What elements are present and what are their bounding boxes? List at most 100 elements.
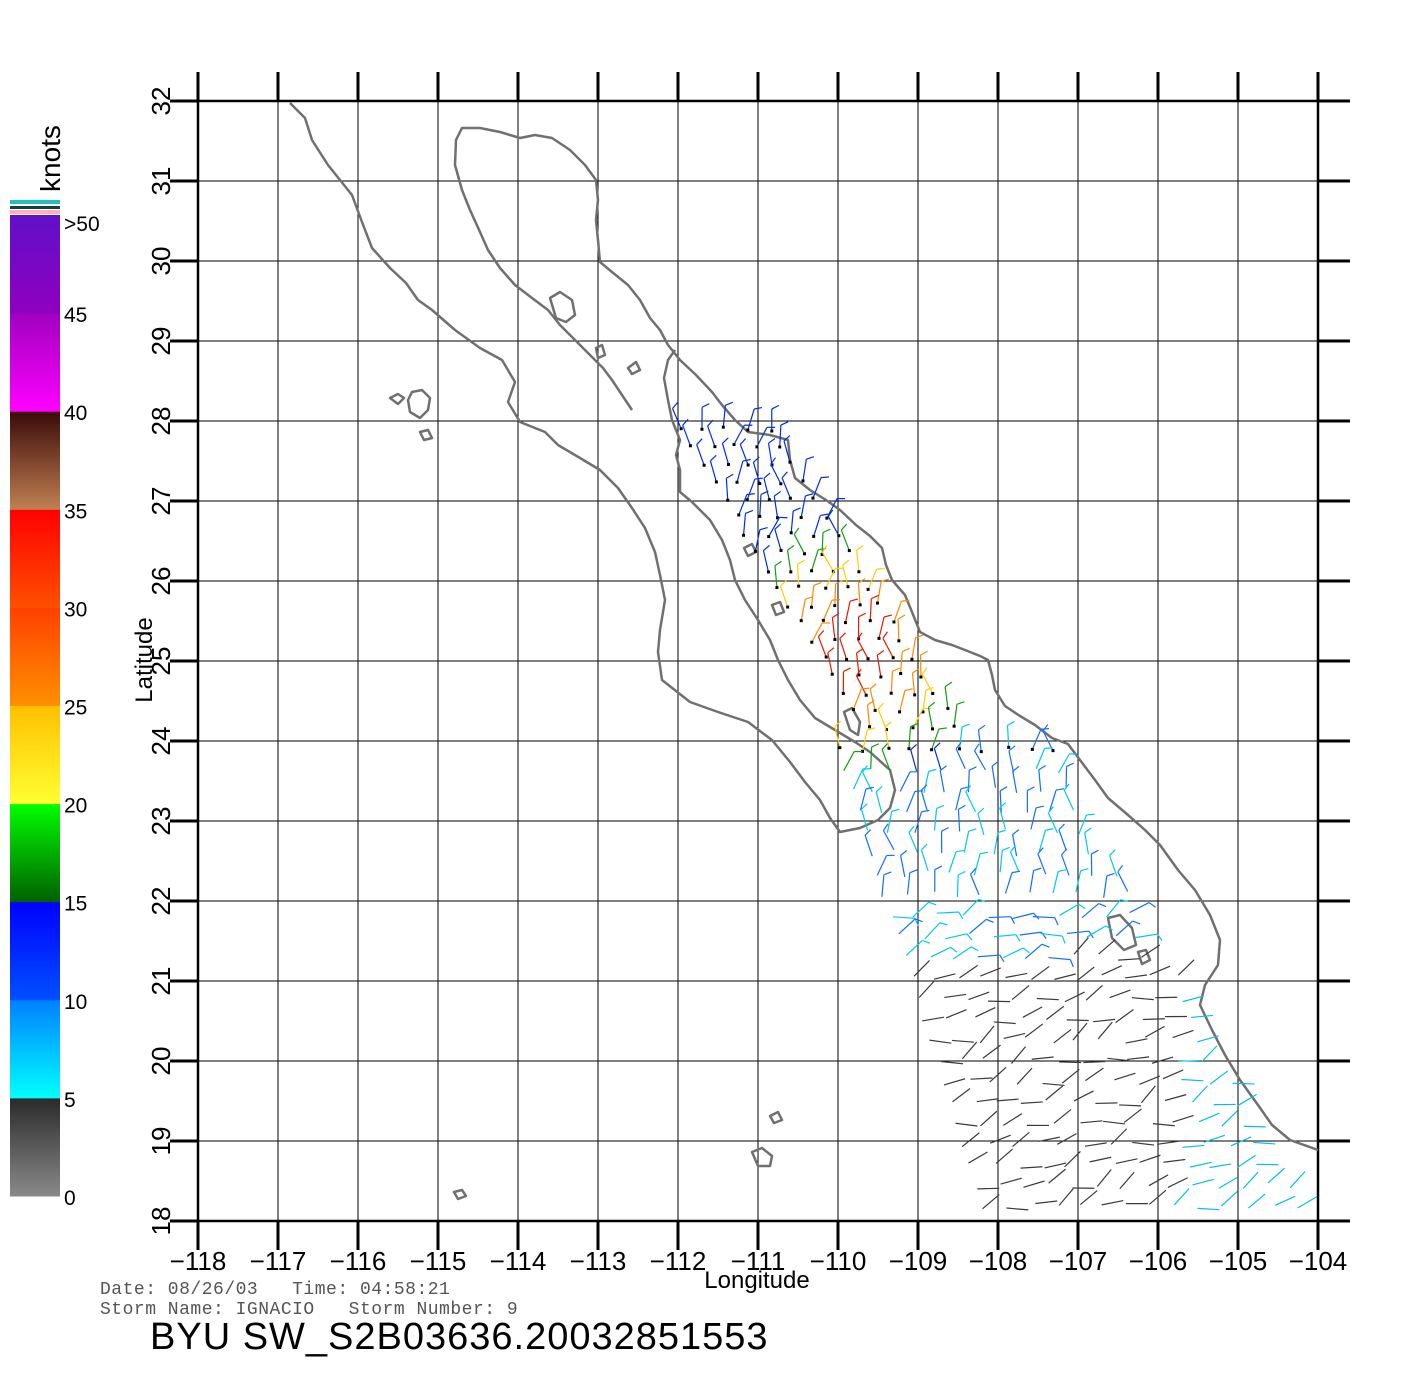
wind-barb-origin bbox=[979, 750, 983, 754]
wind-barb-feather bbox=[709, 454, 717, 462]
wind-barb bbox=[774, 529, 782, 551]
wind-vectors bbox=[671, 401, 1318, 1211]
wind-barb bbox=[962, 899, 979, 916]
wind-barb bbox=[881, 874, 885, 897]
wind-barb-feather bbox=[1012, 829, 1020, 835]
wind-barb-feather bbox=[921, 667, 928, 675]
wind-barb bbox=[933, 808, 938, 831]
angel-island bbox=[594, 343, 607, 360]
wind-barb-feather bbox=[1055, 788, 1065, 791]
wind-barb bbox=[893, 601, 902, 623]
wind-barb bbox=[996, 1098, 1019, 1102]
lat-tick-label: 32 bbox=[146, 87, 176, 116]
wind-barb-feather bbox=[861, 803, 868, 810]
wind-barb bbox=[793, 534, 806, 555]
wind-barb-feather bbox=[840, 523, 848, 531]
wind-barb bbox=[961, 1132, 980, 1148]
wind-barb bbox=[876, 655, 882, 678]
wind-barb bbox=[1053, 1108, 1072, 1124]
wind-barb bbox=[899, 690, 906, 713]
wind-barb bbox=[1093, 1018, 1116, 1023]
wind-barb bbox=[922, 1016, 944, 1022]
lon-tick-label: −112 bbox=[650, 1246, 707, 1276]
wind-barb bbox=[725, 478, 729, 501]
wind-barb-origin bbox=[811, 496, 815, 500]
wind-barb-origin bbox=[879, 675, 883, 679]
wind-barb-feather bbox=[817, 630, 825, 637]
wind-barb-feather bbox=[774, 523, 782, 530]
date-time-line: Date: 08/26/03 Time: 04:58:21 bbox=[100, 1280, 451, 1300]
wind-barb-feather bbox=[1037, 847, 1044, 855]
wind-barb-feather bbox=[682, 418, 689, 426]
wind-barb-origin bbox=[1051, 749, 1055, 753]
wind-barb bbox=[973, 853, 981, 876]
wind-barb bbox=[1045, 1085, 1064, 1101]
wind-barb bbox=[931, 728, 940, 750]
wind-barb bbox=[982, 1194, 1000, 1210]
wind-barb-feather bbox=[891, 808, 900, 812]
wind-barb-origin bbox=[688, 444, 692, 448]
wind-barb-feather bbox=[910, 743, 918, 751]
wind-barb-feather bbox=[934, 865, 943, 871]
wind-barb bbox=[1129, 902, 1150, 914]
wind-barb bbox=[770, 463, 782, 485]
wind-barb-origin bbox=[721, 425, 725, 429]
wind-barb bbox=[1106, 899, 1121, 918]
wind-barb-feather bbox=[1011, 870, 1021, 874]
wind-barb-origin bbox=[797, 584, 801, 588]
wind-barb bbox=[1058, 1188, 1074, 1206]
wind-barb bbox=[1020, 1101, 1043, 1104]
wind-barb-feather bbox=[1027, 786, 1035, 792]
wind-barb-feather bbox=[978, 898, 987, 903]
wind-barb bbox=[953, 704, 958, 727]
wind-barb-feather bbox=[922, 939, 931, 944]
wind-barb-origin bbox=[873, 708, 877, 712]
wind-barb bbox=[899, 855, 906, 878]
wind-barb-feather bbox=[1058, 823, 1065, 831]
wind-barb-origin bbox=[952, 724, 956, 728]
wind-barb-feather bbox=[820, 476, 830, 479]
wind-barb-feather bbox=[1057, 869, 1067, 873]
wind-barb bbox=[1011, 834, 1018, 857]
wind-barb bbox=[1003, 1113, 1023, 1126]
wind-barb-feather bbox=[770, 457, 776, 465]
wind-barb-feather bbox=[877, 702, 884, 710]
wind-barb bbox=[812, 477, 822, 499]
wind-barb-origin bbox=[884, 728, 888, 732]
wind-barb-feather bbox=[883, 614, 892, 618]
wind-barb bbox=[1220, 1190, 1238, 1207]
wind-barb bbox=[920, 849, 929, 871]
scale-segment-gale bbox=[10, 509, 60, 608]
wind-barb bbox=[1163, 1158, 1186, 1163]
wind-barb-origin bbox=[887, 746, 891, 750]
wind-barb-origin bbox=[702, 463, 706, 467]
wind-barb-feather bbox=[759, 527, 768, 531]
wind-barb-feather bbox=[1054, 917, 1059, 926]
wind-barb-feather bbox=[933, 742, 941, 749]
wind-barb-feather bbox=[871, 743, 880, 748]
wind-barb-feather bbox=[832, 612, 840, 619]
wind-barb bbox=[826, 498, 838, 519]
wind-barb-feather bbox=[979, 851, 988, 855]
wind-barb-feather bbox=[849, 598, 859, 602]
wind-barb-origin bbox=[1007, 745, 1011, 749]
wind-barb bbox=[857, 582, 861, 605]
wind-barb bbox=[1297, 1196, 1318, 1209]
wind-barb-feather bbox=[928, 901, 937, 906]
wind-barb bbox=[876, 581, 882, 604]
wind-barb bbox=[899, 771, 911, 792]
wind-barb-feather bbox=[831, 598, 841, 601]
wind-barb-feather bbox=[956, 701, 965, 705]
wind-barb-origin bbox=[891, 656, 895, 660]
wind-barb-feather bbox=[806, 456, 815, 460]
wind-barb-feather bbox=[910, 723, 919, 728]
wind-barb-feather bbox=[760, 490, 769, 495]
espiritu-santo bbox=[842, 706, 862, 737]
wind-barb bbox=[869, 598, 872, 621]
wind-barb bbox=[839, 638, 848, 660]
wind-barb bbox=[1040, 932, 1063, 937]
wind-barb-feather bbox=[774, 560, 783, 567]
wind-barb-origin bbox=[766, 570, 770, 574]
wind-barb-origin bbox=[841, 691, 845, 695]
wind-barb-origin bbox=[767, 535, 771, 539]
